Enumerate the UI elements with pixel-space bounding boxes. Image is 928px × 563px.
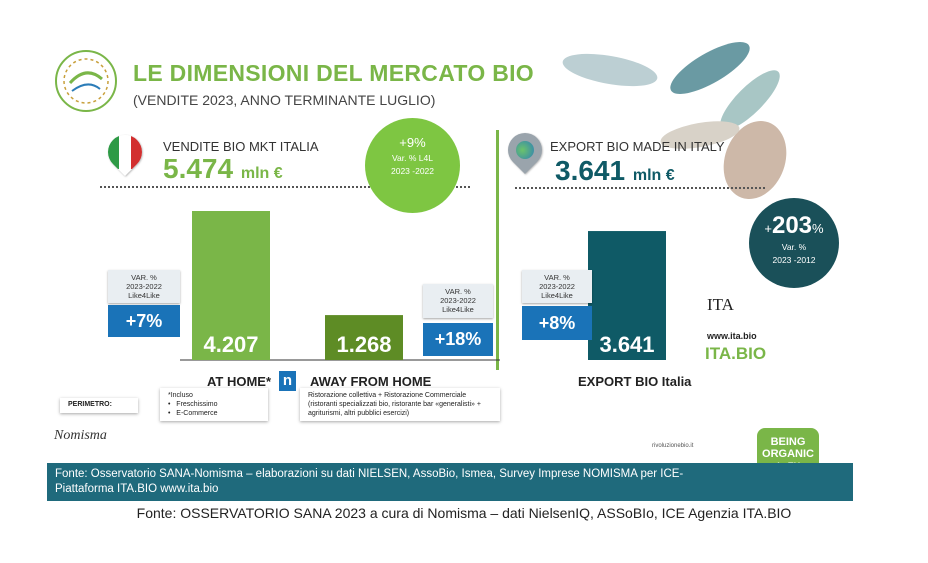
sana-logo-icon [55, 50, 117, 112]
vendite-value: 5.474 mln € [163, 153, 283, 185]
ita-logo: ITA [707, 295, 734, 314]
var-box-line2: 2023-2022 [440, 296, 476, 305]
growth-circle-left: +9% Var. % L4L 2023 -2022 [365, 118, 460, 213]
pct-badge-export: +8% [522, 306, 592, 340]
at-home-note-item-text: Freschissimo [176, 401, 218, 408]
var-box-line3: Like4Like [541, 291, 573, 300]
growth-pct-right: +203% [749, 212, 839, 240]
growth-circle-right: +203% Var. % 2023 -2012 [749, 198, 839, 288]
at-home-note-item: • Freschissimo [168, 401, 218, 408]
leaves-decoration [562, 42, 787, 199]
page-subtitle: (VENDITE 2023, ANNO TERMINANTE LUGLIO) [133, 92, 436, 108]
var-box-line1: VAR. % [131, 273, 157, 282]
bar-value-label-1: 1.268 [336, 332, 391, 357]
bar-1 [325, 315, 403, 360]
divider-right [515, 187, 765, 189]
category-away-from-home: AWAY FROM HOME [310, 374, 432, 389]
vendite-label: VENDITE BIO MKT ITALIA [163, 139, 319, 154]
divider-left [100, 186, 470, 188]
bar-2 [588, 231, 666, 360]
var-box-line1: VAR. % [445, 287, 471, 296]
being-organic-line2: ORGANIC [762, 448, 814, 460]
var-box-line1: VAR. % [544, 273, 570, 282]
vertical-divider [496, 130, 499, 370]
export-label: EXPORT BIO MADE IN ITALY [550, 139, 725, 154]
page-title: LE DIMENSIONI DEL MERCATO BIO [133, 60, 535, 86]
var-box-export: VAR. % 2023-2022 Like4Like [522, 270, 592, 303]
category-at-home: AT HOME* [207, 374, 272, 389]
export-value: 3.641 mln € [555, 155, 675, 187]
footer-source: Fonte: Osservatorio SANA-Nomisma – elabo… [55, 468, 684, 495]
category-export: EXPORT BIO Italia [578, 374, 692, 389]
var-box-at-home: VAR. % 2023-2022 Like4Like [108, 270, 180, 303]
growth-line2-left: 2023 -2022 [390, 166, 434, 176]
var-box-line3: Like4Like [128, 291, 160, 300]
bar-value-label-2: 3.641 [599, 332, 654, 357]
being-organic-line1: BEING [770, 436, 806, 448]
export-unit: mln € [632, 167, 675, 184]
var-box-line2: 2023-2022 [126, 282, 162, 291]
export-number: 3.641 [555, 155, 626, 186]
growth-line1-right: Var. % [781, 242, 807, 252]
ita-bio-logo: ITA.BIO [705, 344, 767, 363]
bar-chart: 4.207 1.268 3.641 [180, 211, 666, 361]
growth-line2-right: 2023 -2012 [772, 255, 816, 265]
vendite-unit: mln € [240, 165, 283, 182]
growth-prefix-right: + [764, 221, 772, 236]
bar-value-label-0: 4.207 [203, 332, 258, 357]
bar-0 [192, 211, 270, 360]
at-home-note-item-text: E-Commerce [176, 410, 218, 417]
growth-number-right: 203 [771, 212, 813, 239]
growth-line1-left: Var. % L4L [392, 153, 433, 163]
growth-pct-left: +9% [399, 135, 426, 150]
at-home-note-item: • E-Commerce [168, 410, 218, 417]
pct-badge-away: +18% [423, 323, 493, 356]
rivoluzione-bio-logo: rivoluzionebio.it [652, 443, 694, 449]
var-box-line2: 2023-2022 [539, 282, 575, 291]
figure-caption: Fonte: OSSERVATORIO SANA 2023 a cura di … [136, 505, 792, 521]
at-home-note: *Incluso • Freschissimo • E-Commerce [160, 388, 268, 421]
nomisma-n-logo: n [279, 371, 296, 391]
footer-bar [47, 463, 853, 501]
var-box-away: VAR. % 2023-2022 Like4Like [423, 284, 493, 318]
growth-suffix-right: % [812, 221, 824, 236]
pct-badge-at-home: +7% [108, 305, 180, 337]
nomisma-logo: Nomisma [54, 428, 107, 443]
vendite-number: 5.474 [163, 153, 234, 184]
perimetro-label: PERIMETRO: [60, 398, 138, 413]
var-box-line3: Like4Like [442, 305, 474, 314]
at-home-note-title: *Incluso [168, 392, 193, 399]
ita-url: www.ita.bio [707, 331, 757, 341]
away-note: Ristorazione collettiva + Ristorazione C… [300, 388, 500, 421]
